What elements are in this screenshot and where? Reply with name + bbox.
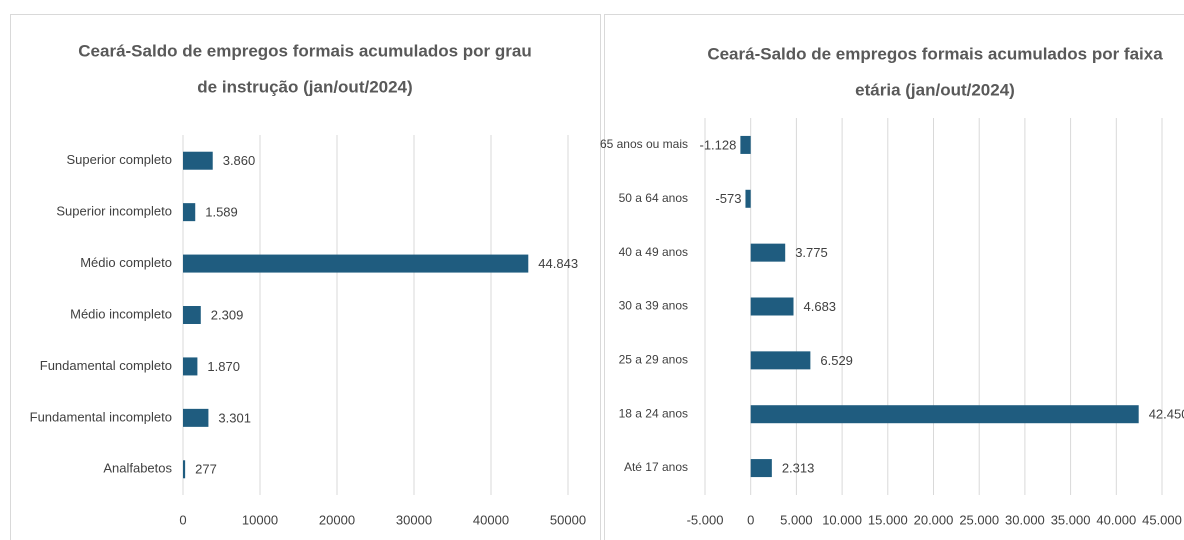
bar — [183, 408, 209, 427]
bar — [750, 297, 794, 316]
bar — [183, 357, 198, 376]
data-label: 1.870 — [207, 359, 240, 374]
data-label: 42.450 — [1149, 407, 1184, 422]
bar — [183, 460, 186, 479]
data-label: 2.309 — [211, 307, 244, 322]
bar — [183, 203, 196, 222]
x-tick-label: 10.000 — [822, 512, 862, 527]
data-label: 44.843 — [538, 256, 578, 271]
x-tick-label: 5.000 — [780, 512, 813, 527]
chart-title: Ceará-Saldo de empregos formais acumulad… — [78, 41, 531, 60]
data-label: 4.683 — [804, 299, 837, 314]
y-tick-label: Fundamental completo — [40, 358, 172, 373]
chart-title: de instrução (jan/out/2024) — [197, 77, 412, 96]
x-tick-label: 40.000 — [1096, 512, 1136, 527]
chart-frame — [10, 14, 601, 540]
x-tick-label: 10000 — [242, 512, 278, 527]
data-label: -573 — [715, 191, 741, 206]
bar — [750, 405, 1139, 424]
x-tick-label: 0 — [179, 512, 186, 527]
bar — [183, 254, 529, 273]
y-tick-label: Médio incompleto — [70, 306, 172, 321]
x-tick-label: -5.000 — [687, 512, 724, 527]
x-tick-label: 40000 — [473, 512, 509, 527]
y-tick-label: Médio completo — [80, 255, 172, 270]
data-label: 3.301 — [218, 410, 251, 425]
data-label: 1.589 — [205, 205, 238, 220]
y-tick-label: 25 a 29 anos — [619, 353, 688, 367]
data-label: 2.313 — [782, 461, 815, 476]
data-label: 3.860 — [223, 153, 256, 168]
x-tick-label: 15.000 — [868, 512, 908, 527]
data-label: 3.775 — [795, 245, 828, 260]
y-tick-label: 18 a 24 anos — [619, 406, 688, 420]
x-tick-label: 35.000 — [1051, 512, 1091, 527]
y-tick-label: 65 anos ou mais — [600, 137, 688, 151]
x-tick-label: 30.000 — [1005, 512, 1045, 527]
y-tick-label: Até 17 anos — [624, 460, 688, 474]
bar — [740, 135, 751, 154]
data-label: 6.529 — [820, 353, 853, 368]
y-tick-label: Analfabetos — [103, 461, 172, 476]
x-tick-label: 20.000 — [914, 512, 954, 527]
x-tick-label: 20000 — [319, 512, 355, 527]
x-tick-label: 30000 — [396, 512, 432, 527]
bar — [750, 351, 811, 370]
x-tick-label: 45.000 — [1142, 512, 1182, 527]
bar — [745, 189, 751, 208]
x-tick-label: 50000 — [550, 512, 586, 527]
bar — [183, 306, 201, 324]
data-label: 277 — [195, 462, 217, 477]
bar — [750, 243, 786, 262]
y-tick-label: 40 a 49 anos — [619, 245, 688, 259]
y-tick-label: Superior completo — [67, 152, 173, 167]
y-tick-label: Superior incompleto — [56, 204, 172, 219]
chart-title: etária (jan/out/2024) — [855, 80, 1015, 99]
x-tick-label: 25.000 — [959, 512, 999, 527]
chart-title: Ceará-Saldo de empregos formais acumulad… — [707, 44, 1163, 63]
x-tick-label: 0 — [747, 512, 754, 527]
bar — [183, 151, 213, 170]
data-label: -1.128 — [700, 137, 737, 152]
y-tick-label: 50 a 64 anos — [619, 191, 688, 205]
bar — [750, 459, 772, 478]
chart-frame — [604, 14, 1184, 540]
y-tick-label: Fundamental incompleto — [30, 409, 172, 424]
y-tick-label: 30 a 39 anos — [619, 299, 688, 313]
